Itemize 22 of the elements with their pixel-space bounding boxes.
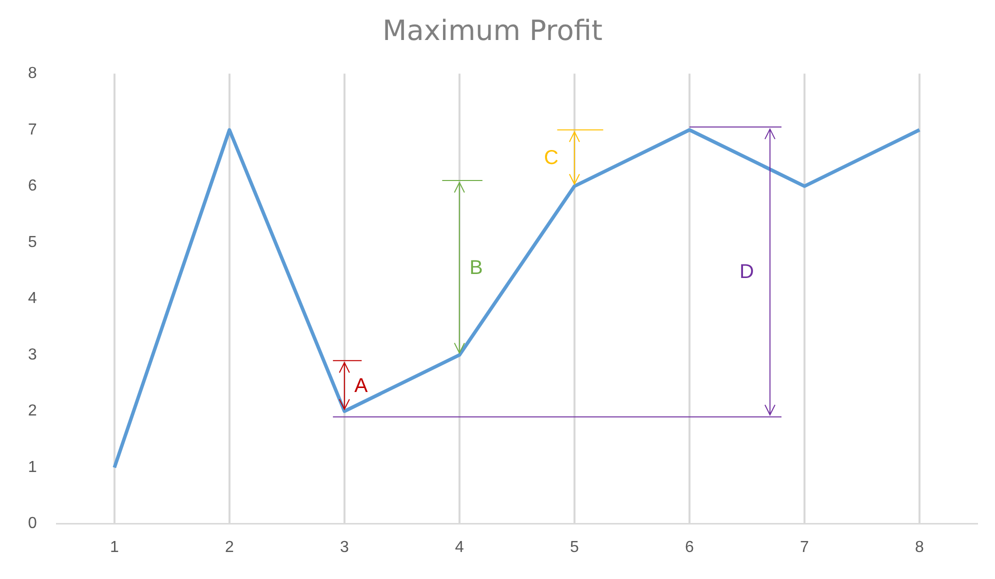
y-tick-label: 2 [28, 402, 37, 420]
x-tick-label: 5 [570, 538, 579, 556]
y-tick-label: 3 [28, 346, 37, 364]
x-tick-label: 3 [340, 538, 349, 556]
annotation: A [354, 374, 368, 398]
y-tick-label: 6 [28, 178, 37, 195]
annotation: C [544, 146, 558, 170]
x-tick-label: 4 [454, 538, 464, 556]
x-tick-label: 1 [110, 538, 119, 556]
annotation: B [469, 256, 483, 280]
chart-title: Maximum Profit [382, 14, 602, 48]
y-tick-label: 1 [28, 458, 37, 476]
x-tick-label: 7 [800, 538, 810, 556]
annotation: D [740, 260, 754, 284]
x-tick-label: 8 [915, 538, 924, 556]
y-tick-label: 4 [28, 290, 37, 308]
y-tick-label: 5 [28, 234, 37, 251]
x-tick-label: 2 [224, 538, 234, 556]
x-tick-label: 6 [685, 538, 694, 556]
y-tick-label: 8 [28, 65, 37, 82]
y-tick-label: 0 [28, 515, 37, 532]
y-tick-label: 7 [28, 121, 37, 138]
